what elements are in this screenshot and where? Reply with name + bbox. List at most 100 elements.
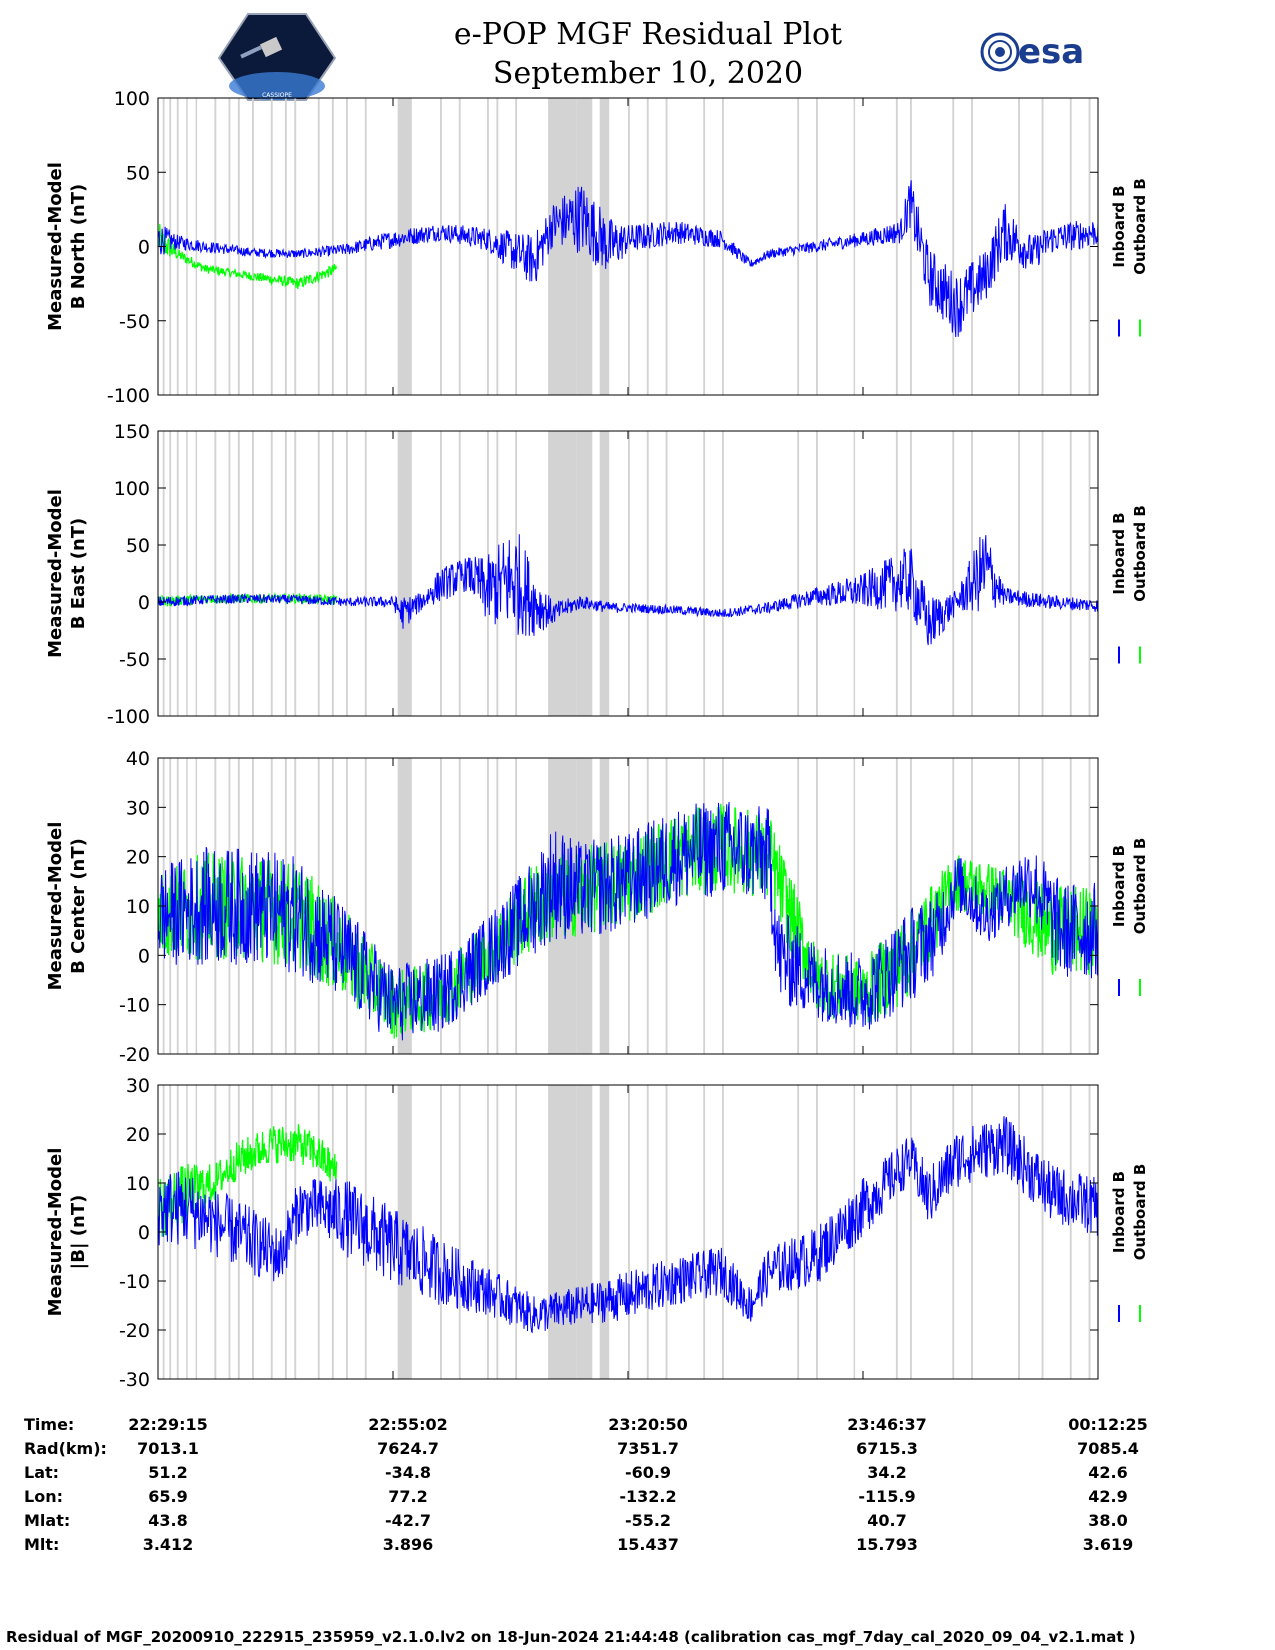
data-gap-band [214,431,217,716]
data-gap-band [797,758,800,1054]
data-gap-band [364,758,367,1054]
data-gap-band [628,431,630,716]
data-gap-band [703,431,706,716]
orbit-cell: 42.6 [1088,1463,1127,1482]
data-gap-band [237,431,240,716]
data-gap-band [816,98,818,395]
data-gap-band [1041,1085,1044,1379]
data-gap-band [548,98,577,395]
orbit-cell: 23:20:50 [608,1415,688,1434]
data-gap-band [162,431,165,716]
data-gap-band [971,431,973,716]
y-tick-label: -20 [119,1044,150,1066]
y-tick-label: -50 [119,311,150,333]
orbit-cell: 15.437 [617,1535,679,1554]
orbit-cell: 23:46:37 [847,1415,927,1434]
panel-1: -100 -50 0 50 100 Measured-Model B North (nT) I… [45,88,1149,407]
data-gap-band [599,431,610,716]
data-gap-band [590,431,593,716]
data-gap-band [703,98,706,395]
orbit-row-label: Time: [24,1415,74,1434]
data-gap-band [895,98,898,395]
data-gap-band [628,98,630,395]
data-gap-band [284,431,287,716]
data-gap-band [895,1085,898,1379]
y-tick-label: 20 [126,1124,150,1146]
y-tick-label: -10 [119,995,150,1017]
series-inboard-b [158,1116,1098,1334]
orbit-cell: 15.793 [856,1535,918,1554]
orbit-cell: 7624.7 [377,1439,439,1458]
data-gap-band [1069,431,1072,716]
orbit-row-label: Lon: [24,1487,63,1506]
legend-inboard-label: Inboard B [1110,1171,1128,1253]
orbit-cell: -55.2 [625,1511,671,1530]
data-gap-band [646,98,649,395]
legend: Inboard B Outboard B [1110,505,1149,664]
series-inboard-b [158,801,1098,1041]
data-gap-band [364,1085,367,1379]
orbit-cell: 3.896 [383,1535,434,1554]
orbit-row-label: Lat: [24,1463,59,1482]
data-gap-band [458,431,461,716]
data-gap-band [169,1085,172,1379]
y-axis-label: Measured-Model [45,489,66,658]
orbit-cell: 22:55:02 [368,1415,448,1434]
data-gap-band [971,1085,973,1379]
data-gap-band [599,1085,610,1379]
data-gap-band [797,1085,800,1379]
figure-subtitle: September 10, 2020 [493,56,803,91]
data-gap-band [665,758,668,1054]
data-gap-band [252,98,254,395]
data-gap-band [853,431,856,716]
data-gap-band [440,431,442,716]
data-gap-band [237,758,240,1054]
y-tick-label: 30 [126,797,150,819]
legend-outboard-label: Outboard B [1131,838,1149,935]
data-gap-band [364,431,367,716]
data-gap-band [487,758,489,1054]
y-tick-label: 10 [126,1173,150,1195]
data-gap-band [665,1085,668,1379]
data-gap-band [458,98,461,395]
series-inboard-b [158,180,1098,338]
data-gap-band [952,431,955,716]
data-gap-band [176,98,179,395]
y-axis-label: B Center (nT) [68,838,89,974]
orbit-cell: 3.619 [1083,1535,1134,1554]
orbit-table: Time: Rad(km): Lat: Lon: Mlat: Mlt: 22:29:15 70… [24,1415,1148,1554]
y-axis-label: B East (nT) [68,518,89,630]
y-tick-label: 0 [138,237,150,259]
data-gap-band [440,758,442,1054]
orbit-row-label: Mlat: [24,1511,70,1530]
orbit-cell: 7013.1 [137,1439,199,1458]
y-tick-label: -100 [107,385,150,407]
data-gap-band [703,1085,706,1379]
data-gap-band [646,431,649,716]
y-tick-label: 100 [114,88,150,110]
legend-outboard-label: Outboard B [1131,505,1149,602]
orbit-cell: 3.412 [143,1535,194,1554]
data-gap-band [952,1085,955,1379]
y-tick-label: 30 [126,1075,150,1097]
data-gap-band [331,1085,334,1379]
y-tick-label: 0 [138,592,150,614]
orbit-cell: 22:29:15 [128,1415,208,1434]
data-gap-band [895,431,898,716]
data-gap-band [548,1085,577,1379]
data-gap-band [294,431,297,716]
orbit-cell: 42.9 [1088,1487,1127,1506]
y-tick-label: -100 [107,706,150,728]
data-gap-band [853,758,856,1054]
legend-outboard-label: Outboard B [1131,178,1149,275]
data-gap-band [722,1085,724,1379]
data-gap-band [910,1085,912,1379]
y-tick-label: 50 [126,162,150,184]
figure-title: e-POP MGF Residual Plot [454,17,842,52]
data-gap-band [971,98,973,395]
cassiope-logo-text: CASSIOPE [262,92,292,99]
y-axis-label: Measured-Model [45,1148,66,1317]
data-gap-band [331,98,334,395]
data-gap-band [317,1085,320,1379]
footer-text: Residual of MGF_20200910_222915_235959_v… [6,1628,1136,1646]
